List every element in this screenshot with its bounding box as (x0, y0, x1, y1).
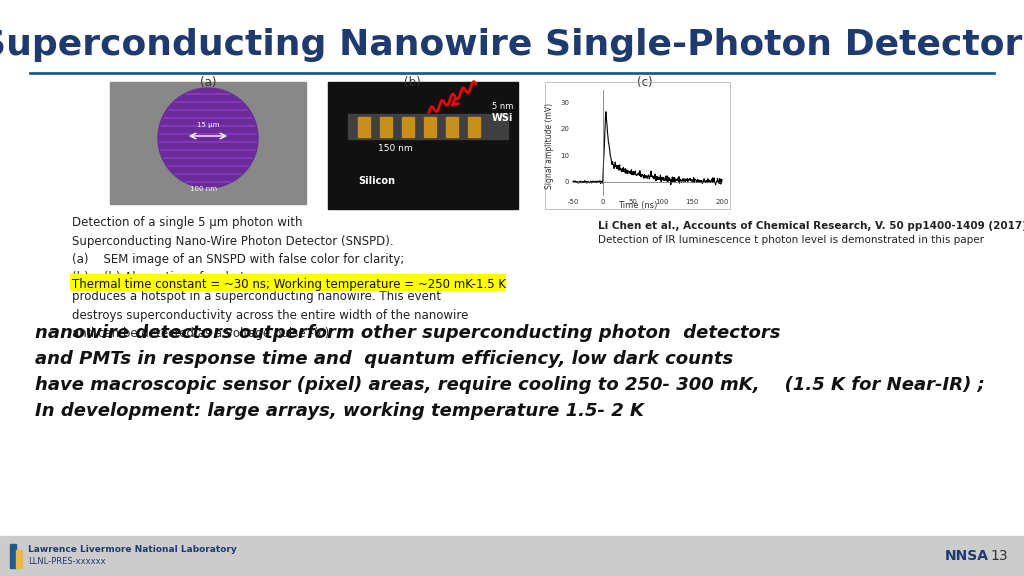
Bar (446, 117, 458, 137)
Bar (424, 117, 436, 137)
Text: 100 nm: 100 nm (189, 186, 216, 192)
Text: 13: 13 (990, 549, 1008, 563)
Text: Detection of IR luminescence t photon level is demonstrated in this paper: Detection of IR luminescence t photon le… (598, 235, 984, 245)
Text: have macroscopic sensor (pixel) areas, require cooling to 250- 300 mK,    (1.5 K: have macroscopic sensor (pixel) areas, r… (35, 376, 985, 394)
Bar (10, 544, 16, 568)
Bar (328, 82, 518, 209)
Bar (70, 274, 505, 290)
Bar (358, 117, 370, 137)
Text: (c): (c) (637, 76, 653, 89)
Text: Li Chen et al., Accounts of Chemical Research, V. 50 pp1400-1409 (2017): Li Chen et al., Accounts of Chemical Res… (598, 221, 1024, 231)
Bar (545, 82, 730, 209)
Text: NNSA: NNSA (945, 549, 989, 563)
Circle shape (158, 88, 258, 188)
Text: Thermal time constant = ~30 ns; Working temperature = ~250 mK-1.5 K: Thermal time constant = ~30 ns; Working … (72, 278, 506, 291)
Text: 0: 0 (564, 179, 569, 185)
Text: 5 nm: 5 nm (492, 102, 513, 111)
Text: 200: 200 (716, 199, 729, 205)
Text: Silicon: Silicon (358, 176, 395, 186)
Text: 0: 0 (600, 199, 605, 205)
Text: Lawrence Livermore National Laboratory: Lawrence Livermore National Laboratory (28, 544, 237, 554)
Text: Time (ns): Time (ns) (617, 201, 657, 210)
Text: and PMTs in response time and  quantum efficiency, low dark counts: and PMTs in response time and quantum ef… (35, 350, 733, 368)
Bar (545, 82, 730, 209)
Text: nanowire detectors outperform other superconducting photon  detectors: nanowire detectors outperform other supe… (35, 324, 780, 342)
Text: In development: large arrays, working temperature 1.5- 2 K: In development: large arrays, working te… (35, 402, 644, 420)
Text: (a): (a) (200, 76, 216, 89)
Text: 50: 50 (628, 199, 637, 205)
Bar (468, 117, 480, 137)
Text: 20: 20 (560, 126, 569, 132)
Text: 30: 30 (560, 100, 569, 106)
Text: 100: 100 (655, 199, 669, 205)
Text: Detection of a single 5 μm photon with
Superconducting Nano-Wire Photon Detector: Detection of a single 5 μm photon with S… (72, 216, 468, 340)
Text: WSi: WSi (492, 113, 513, 123)
Bar (380, 117, 392, 137)
Text: Signal amplitude (mV): Signal amplitude (mV) (546, 103, 555, 188)
Text: 150: 150 (685, 199, 699, 205)
Text: 150 nm: 150 nm (378, 144, 413, 153)
Bar (402, 117, 414, 137)
Bar (16, 550, 22, 568)
Text: Superconducting Nanowire Single-Photon Detectors: Superconducting Nanowire Single-Photon D… (0, 28, 1024, 62)
Bar (0, 536, 1024, 576)
Bar (110, 82, 306, 204)
Text: -50: -50 (567, 199, 579, 205)
Polygon shape (348, 114, 508, 139)
Text: 10: 10 (560, 153, 569, 158)
Bar (930, 539, 1005, 571)
Text: 15 μm: 15 μm (197, 122, 219, 128)
Text: (b): (b) (403, 76, 421, 89)
Text: LLNL-PRES-xxxxxx: LLNL-PRES-xxxxxx (28, 558, 105, 567)
